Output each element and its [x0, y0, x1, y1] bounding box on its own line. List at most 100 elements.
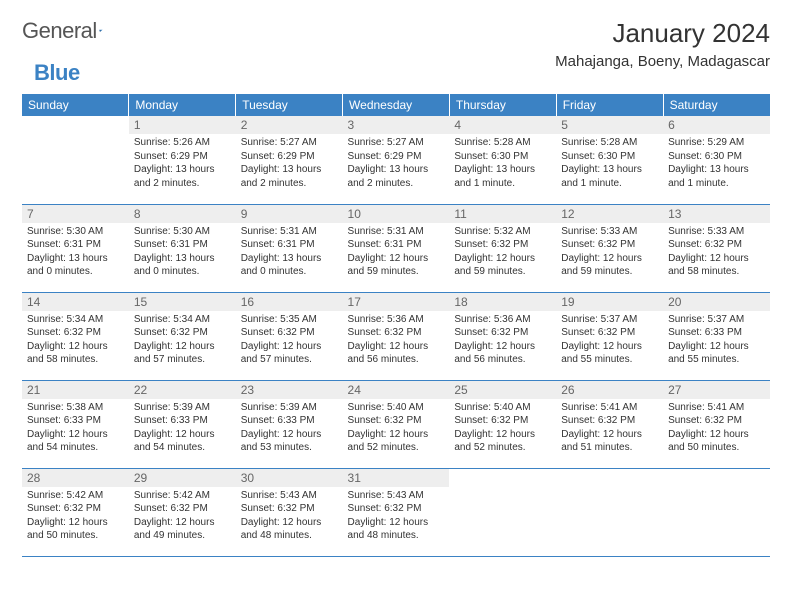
daylight-text: Daylight: 12 hours and 52 minutes.: [348, 428, 445, 455]
calendar-day-cell: 9Sunrise: 5:31 AMSunset: 6:31 PMDaylight…: [236, 204, 343, 292]
sunrise-text: Sunrise: 5:36 AM: [454, 313, 551, 327]
calendar-day-cell: 25Sunrise: 5:40 AMSunset: 6:32 PMDayligh…: [449, 380, 556, 468]
sunrise-text: Sunrise: 5:43 AM: [241, 489, 338, 503]
calendar-day-cell: 20Sunrise: 5:37 AMSunset: 6:33 PMDayligh…: [663, 292, 770, 380]
title-block: January 2024 Mahajanga, Boeny, Madagasca…: [555, 18, 770, 70]
calendar-day-cell: [22, 116, 129, 204]
day-number: 27: [663, 381, 770, 399]
weekday-header: Tuesday: [236, 94, 343, 116]
day-number: 8: [129, 205, 236, 223]
calendar-day-cell: 8Sunrise: 5:30 AMSunset: 6:31 PMDaylight…: [129, 204, 236, 292]
sunset-text: Sunset: 6:31 PM: [134, 238, 231, 252]
calendar-day-cell: 5Sunrise: 5:28 AMSunset: 6:30 PMDaylight…: [556, 116, 663, 204]
sunrise-text: Sunrise: 5:30 AM: [27, 225, 124, 239]
sunrise-text: Sunrise: 5:26 AM: [134, 136, 231, 150]
day-number: 15: [129, 293, 236, 311]
calendar-day-cell: 14Sunrise: 5:34 AMSunset: 6:32 PMDayligh…: [22, 292, 129, 380]
day-number: 30: [236, 469, 343, 487]
daylight-text: Daylight: 13 hours and 1 minute.: [561, 163, 658, 190]
daylight-text: Daylight: 12 hours and 56 minutes.: [454, 340, 551, 367]
location: Mahajanga, Boeny, Madagascar: [555, 53, 770, 70]
weekday-header: Friday: [556, 94, 663, 116]
day-details: Sunrise: 5:30 AMSunset: 6:31 PMDaylight:…: [129, 223, 236, 283]
sunset-text: Sunset: 6:29 PM: [134, 150, 231, 164]
calendar-day-cell: 10Sunrise: 5:31 AMSunset: 6:31 PMDayligh…: [343, 204, 450, 292]
daylight-text: Daylight: 13 hours and 2 minutes.: [134, 163, 231, 190]
sunrise-text: Sunrise: 5:40 AM: [348, 401, 445, 415]
weekday-header: Monday: [129, 94, 236, 116]
daylight-text: Daylight: 12 hours and 48 minutes.: [348, 516, 445, 543]
day-number: 3: [343, 116, 450, 134]
sunrise-text: Sunrise: 5:27 AM: [241, 136, 338, 150]
daylight-text: Daylight: 12 hours and 57 minutes.: [134, 340, 231, 367]
day-number: 21: [22, 381, 129, 399]
day-details: Sunrise: 5:31 AMSunset: 6:31 PMDaylight:…: [343, 223, 450, 283]
day-details: Sunrise: 5:33 AMSunset: 6:32 PMDaylight:…: [556, 223, 663, 283]
daylight-text: Daylight: 13 hours and 0 minutes.: [241, 252, 338, 279]
sunset-text: Sunset: 6:33 PM: [134, 414, 231, 428]
day-details: Sunrise: 5:38 AMSunset: 6:33 PMDaylight:…: [22, 399, 129, 459]
daylight-text: Daylight: 12 hours and 58 minutes.: [27, 340, 124, 367]
day-number: 17: [343, 293, 450, 311]
day-number: 13: [663, 205, 770, 223]
calendar-day-cell: 26Sunrise: 5:41 AMSunset: 6:32 PMDayligh…: [556, 380, 663, 468]
day-details: Sunrise: 5:41 AMSunset: 6:32 PMDaylight:…: [663, 399, 770, 459]
daylight-text: Daylight: 12 hours and 54 minutes.: [134, 428, 231, 455]
day-details: Sunrise: 5:42 AMSunset: 6:32 PMDaylight:…: [22, 487, 129, 547]
sunrise-text: Sunrise: 5:40 AM: [454, 401, 551, 415]
calendar-week-row: 14Sunrise: 5:34 AMSunset: 6:32 PMDayligh…: [22, 292, 770, 380]
daylight-text: Daylight: 12 hours and 50 minutes.: [27, 516, 124, 543]
sunrise-text: Sunrise: 5:34 AM: [134, 313, 231, 327]
calendar-day-cell: 24Sunrise: 5:40 AMSunset: 6:32 PMDayligh…: [343, 380, 450, 468]
sunrise-text: Sunrise: 5:28 AM: [561, 136, 658, 150]
day-details: Sunrise: 5:39 AMSunset: 6:33 PMDaylight:…: [236, 399, 343, 459]
daylight-text: Daylight: 12 hours and 53 minutes.: [241, 428, 338, 455]
day-details: Sunrise: 5:28 AMSunset: 6:30 PMDaylight:…: [556, 134, 663, 194]
sunrise-text: Sunrise: 5:39 AM: [134, 401, 231, 415]
day-details: Sunrise: 5:35 AMSunset: 6:32 PMDaylight:…: [236, 311, 343, 371]
daylight-text: Daylight: 12 hours and 55 minutes.: [668, 340, 765, 367]
sunrise-text: Sunrise: 5:41 AM: [561, 401, 658, 415]
sunset-text: Sunset: 6:32 PM: [27, 326, 124, 340]
calendar-day-cell: 2Sunrise: 5:27 AMSunset: 6:29 PMDaylight…: [236, 116, 343, 204]
sunset-text: Sunset: 6:32 PM: [348, 326, 445, 340]
daylight-text: Daylight: 12 hours and 55 minutes.: [561, 340, 658, 367]
calendar-day-cell: 16Sunrise: 5:35 AMSunset: 6:32 PMDayligh…: [236, 292, 343, 380]
daylight-text: Daylight: 12 hours and 54 minutes.: [27, 428, 124, 455]
day-details: Sunrise: 5:28 AMSunset: 6:30 PMDaylight:…: [449, 134, 556, 194]
day-details: Sunrise: 5:43 AMSunset: 6:32 PMDaylight:…: [236, 487, 343, 547]
day-details: Sunrise: 5:29 AMSunset: 6:30 PMDaylight:…: [663, 134, 770, 194]
day-details: Sunrise: 5:43 AMSunset: 6:32 PMDaylight:…: [343, 487, 450, 547]
day-details: Sunrise: 5:39 AMSunset: 6:33 PMDaylight:…: [129, 399, 236, 459]
day-number: 12: [556, 205, 663, 223]
sunset-text: Sunset: 6:33 PM: [241, 414, 338, 428]
day-details: Sunrise: 5:33 AMSunset: 6:32 PMDaylight:…: [663, 223, 770, 283]
sunset-text: Sunset: 6:30 PM: [454, 150, 551, 164]
sunset-text: Sunset: 6:32 PM: [668, 414, 765, 428]
calendar-week-row: 28Sunrise: 5:42 AMSunset: 6:32 PMDayligh…: [22, 468, 770, 556]
sunrise-text: Sunrise: 5:38 AM: [27, 401, 124, 415]
daylight-text: Daylight: 13 hours and 1 minute.: [454, 163, 551, 190]
sunset-text: Sunset: 6:32 PM: [134, 326, 231, 340]
sunset-text: Sunset: 6:30 PM: [561, 150, 658, 164]
sunset-text: Sunset: 6:32 PM: [348, 502, 445, 516]
calendar-day-cell: 31Sunrise: 5:43 AMSunset: 6:32 PMDayligh…: [343, 468, 450, 556]
sunset-text: Sunset: 6:32 PM: [134, 502, 231, 516]
calendar-week-row: 1Sunrise: 5:26 AMSunset: 6:29 PMDaylight…: [22, 116, 770, 204]
sunset-text: Sunset: 6:32 PM: [27, 502, 124, 516]
day-details: Sunrise: 5:37 AMSunset: 6:32 PMDaylight:…: [556, 311, 663, 371]
day-number: 14: [22, 293, 129, 311]
daylight-text: Daylight: 12 hours and 50 minutes.: [668, 428, 765, 455]
sunset-text: Sunset: 6:32 PM: [241, 502, 338, 516]
daylight-text: Daylight: 12 hours and 59 minutes.: [348, 252, 445, 279]
sunrise-text: Sunrise: 5:35 AM: [241, 313, 338, 327]
sunrise-text: Sunrise: 5:41 AM: [668, 401, 765, 415]
day-number: 10: [343, 205, 450, 223]
sunset-text: Sunset: 6:31 PM: [27, 238, 124, 252]
sunrise-text: Sunrise: 5:33 AM: [668, 225, 765, 239]
daylight-text: Daylight: 13 hours and 0 minutes.: [27, 252, 124, 279]
day-number: 25: [449, 381, 556, 399]
daylight-text: Daylight: 13 hours and 1 minute.: [668, 163, 765, 190]
day-details: Sunrise: 5:26 AMSunset: 6:29 PMDaylight:…: [129, 134, 236, 194]
sunrise-text: Sunrise: 5:42 AM: [27, 489, 124, 503]
